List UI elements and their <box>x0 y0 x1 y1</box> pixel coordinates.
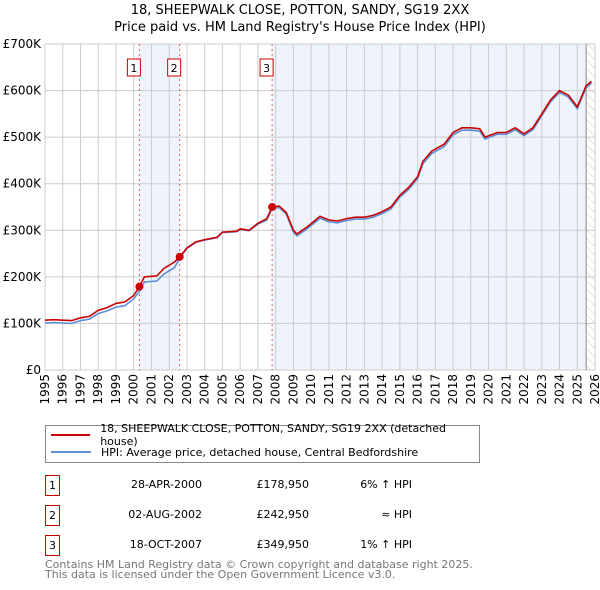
title-line-2: Price paid vs. HM Land Registry's House … <box>114 20 486 35</box>
sale-price: £349,950 <box>256 538 310 551</box>
x-tick-label: 2023 <box>535 374 549 405</box>
x-tick-label: 2018 <box>446 374 460 405</box>
sale-hpi: ≈ HPI <box>381 508 412 521</box>
x-tick-label: 2025 <box>570 374 584 405</box>
sale-marker: 2 <box>45 505 60 526</box>
sale-marker: 1 <box>45 475 60 496</box>
sale-price: £178,950 <box>256 478 310 491</box>
x-tick-label: 1999 <box>109 374 123 405</box>
y-tick-label: £0 <box>26 363 41 377</box>
x-tick-label: 2003 <box>180 374 194 405</box>
x-tick-label: 2026 <box>588 374 600 405</box>
legend-label: 18, SHEEPWALK CLOSE, POTTON, SANDY, SG19… <box>100 422 446 448</box>
x-tick-label: 2000 <box>127 374 141 405</box>
sale-hpi: 1% ↑ HPI <box>360 538 412 551</box>
y-tick-label: £100K <box>3 316 43 330</box>
y-tick-label: £400K <box>3 177 43 191</box>
y-tick-label: £600K <box>3 84 43 98</box>
shaded-period <box>139 44 180 370</box>
sale-date: 28-APR-2000 <box>130 478 202 491</box>
table-row: 1 28-APR-2000 £178,950 6% ↑ HPI <box>45 475 445 496</box>
table-row: 2 02-AUG-2002 £242,950 ≈ HPI <box>45 505 445 526</box>
x-tick-label: 2022 <box>517 374 531 405</box>
x-tick-label: 2021 <box>499 374 513 405</box>
y-tick-label: £700K <box>3 37 43 51</box>
x-tick-label: 2014 <box>375 374 389 405</box>
sale-label: 3 <box>263 62 270 75</box>
x-tick-label: 2001 <box>144 374 158 405</box>
x-tick-label: 2019 <box>464 374 478 405</box>
y-tick-label: £200K <box>3 270 43 284</box>
x-tick-label: 2013 <box>357 374 371 405</box>
footer-line: This data is licensed under the Open Gov… <box>45 568 396 581</box>
x-tick-label: 2009 <box>286 374 300 405</box>
forecast-hatch <box>586 44 595 370</box>
x-tick-label: 2004 <box>198 374 212 405</box>
x-tick-label: 2020 <box>482 374 496 405</box>
hpi-line <box>44 82 593 325</box>
legend-label: HPI: Average price, detached house, Cent… <box>101 445 419 459</box>
x-tick-label: 1996 <box>56 374 70 405</box>
table-row: 3 18-OCT-2007 £349,950 1% ↑ HPI <box>45 535 445 556</box>
legend-swatch-red <box>51 434 91 436</box>
sale-price: £242,950 <box>256 508 310 521</box>
sale-point <box>135 282 144 291</box>
sale-label-box <box>167 58 182 77</box>
x-tick-label: 2012 <box>340 374 354 405</box>
legend-item-property: 18, SHEEPWALK CLOSE, POTTON, SANDY, SG19… <box>51 422 479 448</box>
sale-date: 02-AUG-2002 <box>128 508 202 521</box>
sale-point <box>268 203 277 212</box>
chart-title: 18, SHEEPWALK CLOSE, POTTON, SANDY, SG19… <box>0 2 600 36</box>
y-tick-label: £500K <box>3 130 43 144</box>
x-tick-label: 1995 <box>38 374 52 405</box>
x-tick-label: 1998 <box>91 374 105 405</box>
x-tick-label: 2002 <box>162 374 176 405</box>
legend-swatch-blue <box>51 451 91 453</box>
x-tick-label: 2007 <box>251 374 265 405</box>
price-chart: £0 £100K £200K £300K £400K £500K £600K £700K 199… <box>3 37 600 405</box>
footer-line: Contains HM Land Registry data © Crown c… <box>45 558 473 571</box>
x-tick-label: 2017 <box>428 374 442 405</box>
legend-item-hpi: HPI: Average price, detached house, Cent… <box>51 444 418 460</box>
x-tick-label: 2010 <box>304 374 318 405</box>
y-tick-label: £300K <box>3 223 43 237</box>
x-tick-label: 2005 <box>215 374 229 405</box>
shaded-period <box>272 44 587 370</box>
legend: 18, SHEEPWALK CLOSE, POTTON, SANDY, SG19… <box>45 422 480 463</box>
sale-label: 2 <box>171 62 178 75</box>
x-tick-label: 2016 <box>411 374 425 405</box>
sale-point <box>175 252 184 261</box>
sale-label-box <box>126 58 141 77</box>
title-line-1: 18, SHEEPWALK CLOSE, POTTON, SANDY, SG19… <box>130 3 470 18</box>
x-tick-label: 2015 <box>393 374 407 405</box>
sale-date: 18-OCT-2007 <box>129 538 202 551</box>
x-tick-label: 2006 <box>233 374 247 405</box>
x-tick-label: 1997 <box>73 374 87 405</box>
x-tick-label: 2024 <box>553 374 567 405</box>
sale-label: 1 <box>130 62 137 75</box>
x-tick-label: 2008 <box>269 374 283 405</box>
sale-marker: 3 <box>45 535 60 556</box>
sale-hpi: 6% ↑ HPI <box>360 478 412 491</box>
footer: Contains HM Land Registry data © Crown c… <box>45 558 473 581</box>
x-tick-label: 2011 <box>322 374 336 405</box>
sale-label-box <box>259 58 274 77</box>
